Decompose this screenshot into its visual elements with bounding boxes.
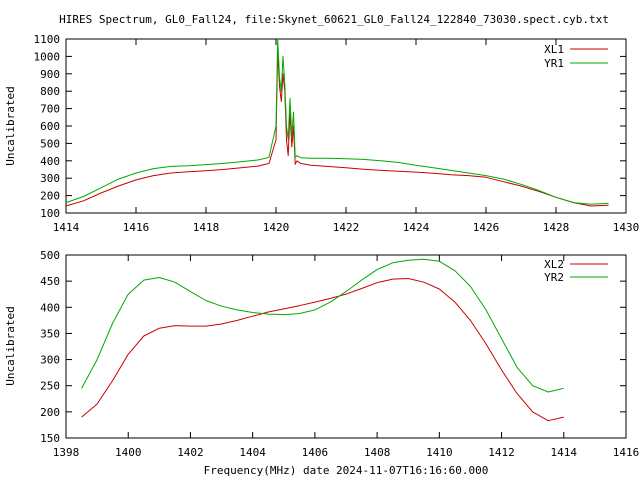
legend-label-yr1: YR1 [544, 57, 564, 70]
series-line-xl2 [81, 278, 564, 422]
bottom-y-tick-label: 300 [40, 354, 60, 367]
bottom-plot-frame [65, 254, 627, 439]
top-y-tick-label: 200 [40, 190, 60, 203]
legend-label-xl1: XL1 [544, 43, 564, 56]
top-y-tick-label: 700 [40, 103, 60, 116]
bottom-x-tick-label: 1404 [239, 446, 266, 459]
top-y-tick-label: 900 [40, 68, 60, 81]
top-x-tick-label: 1422 [333, 221, 360, 234]
series-line-yr2 [81, 258, 564, 393]
legend-label-xl2: XL2 [544, 258, 564, 271]
top-x-tick-label: 1430 [613, 221, 640, 234]
top-x-tick-label: 1424 [403, 221, 430, 234]
legend-label-yr2: YR2 [544, 271, 564, 284]
top-y-axis-label: Uncalibrated [4, 86, 17, 165]
top-y-tick-label: 1000 [34, 50, 61, 63]
bottom-x-tick-label: 1414 [551, 446, 578, 459]
top-x-tick-label: 1416 [123, 221, 150, 234]
top-y-tick-label: 100 [40, 207, 60, 220]
bottom-y-tick-label: 150 [40, 432, 60, 445]
bottom-panel: 150 200 250 300 350 400 450 500 1398 1400 1402 140… [4, 249, 639, 477]
top-plot-frame [65, 38, 627, 214]
bottom-x-tick-label: 1406 [302, 446, 329, 459]
top-y-tick-label: 1100 [34, 33, 61, 46]
top-x-tick-label: 1428 [543, 221, 570, 234]
series-line-xl1 [65, 50, 609, 207]
top-x-tick-label: 1426 [473, 221, 500, 234]
bottom-x-tick-label: 1400 [115, 446, 142, 459]
top-y-tick-label: 300 [40, 172, 60, 185]
bottom-y-axis-label: Uncalibrated [4, 306, 17, 385]
bottom-y-tick-label: 400 [40, 301, 60, 314]
bottom-y-tick-label: 250 [40, 380, 60, 393]
bottom-y-tick-label: 350 [40, 327, 60, 340]
bottom-y-tick-label: 500 [40, 249, 60, 262]
bottom-y-tick-label: 200 [40, 406, 60, 419]
top-y-tick-label: 800 [40, 85, 60, 98]
top-x-tick-label: 1418 [193, 221, 220, 234]
top-y-tick-label: 600 [40, 120, 60, 133]
bottom-x-tick-label: 1398 [53, 446, 80, 459]
top-y-tick-label: 400 [40, 155, 60, 168]
bottom-x-tick-label: 1402 [177, 446, 204, 459]
top-x-tick-label: 1420 [263, 221, 290, 234]
bottom-x-tick-label: 1408 [364, 446, 391, 459]
series-line-yr1 [65, 38, 609, 205]
bottom-x-tick-label: 1416 [613, 446, 640, 459]
top-y-tick-label: 500 [40, 137, 60, 150]
bottom-x-axis-label: Frequency(MHz) date 2024-11-07T16:16:60.… [204, 464, 489, 477]
bottom-legend: XL2 YR2 [544, 258, 608, 284]
bottom-y-tick-label: 450 [40, 275, 60, 288]
top-x-tick-label: 1414 [53, 221, 80, 234]
bottom-x-tick-label: 1410 [426, 446, 453, 459]
bottom-x-tick-label: 1412 [488, 446, 515, 459]
top-legend: XL1 YR1 [544, 43, 608, 70]
figure-title: HIRES Spectrum, GL0_Fall24, file:Skynet_… [59, 13, 609, 26]
top-panel: 100 200 300 400 500 600 700 800 900 1000 1100 1414… [4, 33, 639, 234]
